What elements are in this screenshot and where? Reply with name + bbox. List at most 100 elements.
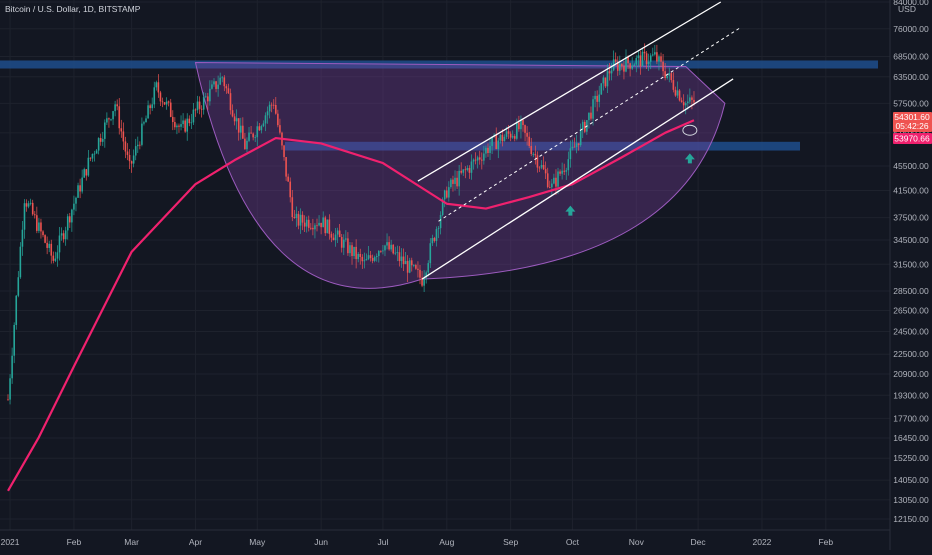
candle-body	[118, 106, 121, 129]
candle-body	[417, 268, 419, 270]
up-arrow-icon	[684, 153, 695, 164]
candle-body	[487, 147, 489, 154]
candle-body	[122, 131, 125, 142]
candle-body	[106, 118, 108, 123]
candle-body	[565, 170, 568, 172]
candle-body	[320, 222, 322, 228]
candle-body	[258, 126, 261, 131]
candle-body	[637, 55, 640, 58]
candle-body	[575, 143, 578, 148]
candle-body	[338, 230, 341, 238]
candle-body	[437, 228, 440, 230]
candle-body	[406, 260, 409, 273]
candle-body	[75, 197, 77, 204]
candle-body	[204, 96, 207, 98]
candle-body	[64, 230, 67, 240]
candle-body	[509, 133, 512, 138]
candle-body	[95, 150, 98, 154]
ma-badge: 53970.66	[893, 133, 932, 144]
time-axis[interactable]: 2021 Feb Mar Apr May Jun Jul Aug Sep Oct Nov Dec 202…	[0, 529, 890, 547]
price-axis[interactable]: 76000.00 68500.00 63500.00 57500.00 51500.00…	[889, 0, 929, 550]
candle-body	[126, 151, 129, 155]
candle-body	[145, 118, 147, 123]
candle-body	[380, 250, 382, 252]
candle-body	[40, 222, 42, 232]
candle-body	[470, 161, 473, 173]
candle-body	[340, 237, 343, 248]
candle-body	[441, 199, 444, 215]
candle-body	[211, 84, 213, 89]
time-tick-label: Jul	[377, 537, 388, 547]
candle-body	[602, 77, 605, 84]
price-tick-label: 19300.00	[893, 390, 929, 400]
candle-body	[227, 88, 230, 94]
candle-body	[283, 145, 285, 158]
candle-body	[448, 187, 450, 198]
candle-body	[654, 52, 656, 55]
candle-body	[248, 132, 250, 141]
candle-body	[353, 246, 355, 257]
candle-body	[132, 155, 135, 164]
candle-body	[322, 217, 324, 228]
candle-body	[392, 244, 395, 254]
candle-body	[250, 132, 252, 134]
symbol-title: Bitcoin / U.S. Dollar, 1D, BITSTAMP	[5, 4, 141, 14]
candle-body	[221, 77, 224, 79]
moving-average	[7, 119, 695, 492]
candle-body	[62, 233, 65, 240]
candle-body	[375, 256, 378, 258]
candle-body	[310, 227, 312, 229]
candle-body	[36, 215, 38, 231]
candle-body	[511, 136, 514, 138]
time-tick-label: Jun	[314, 537, 328, 547]
candle-body	[398, 252, 401, 262]
candle-body	[668, 73, 671, 76]
price-tick-label: 14050.00	[893, 475, 929, 485]
candle-body	[627, 56, 629, 64]
candle-body	[526, 132, 528, 137]
candle-body	[116, 104, 118, 107]
candle-body	[588, 112, 590, 121]
candle-body	[656, 52, 658, 62]
candle-body	[165, 101, 168, 105]
candle-body	[540, 164, 543, 168]
channel-lower-line[interactable]	[421, 78, 734, 280]
candle-body	[427, 263, 430, 273]
candle-body	[17, 277, 20, 296]
candle-body	[73, 203, 75, 210]
candle-body	[91, 154, 94, 159]
candle-body	[410, 260, 413, 266]
candle-body	[151, 104, 153, 109]
candle-body	[456, 177, 458, 187]
time-tick-label: Sep	[503, 537, 518, 547]
price-tick-label: 76000.00	[893, 24, 929, 34]
time-tick-label: Feb	[67, 537, 82, 547]
candle-body	[120, 128, 123, 132]
candle-body	[460, 170, 462, 173]
candle-body	[429, 243, 432, 264]
candle-body	[649, 55, 652, 62]
candle-body	[161, 101, 164, 103]
candle-body	[178, 125, 180, 127]
candle-body	[516, 122, 518, 139]
drawings[interactable]	[417, 1, 742, 280]
candle-body	[256, 126, 259, 138]
candle-body	[124, 141, 127, 152]
candle-body	[382, 250, 384, 252]
candle-body	[89, 157, 92, 159]
candle-body	[631, 65, 633, 69]
candle-body	[79, 185, 81, 192]
candle-body	[458, 170, 460, 187]
candle-body	[71, 209, 73, 223]
candle-body	[194, 109, 197, 111]
candle-body	[149, 105, 151, 109]
channel-upper-line[interactable]	[417, 1, 722, 182]
candle-body	[633, 64, 636, 66]
candle-body	[573, 146, 576, 148]
candles[interactable]	[7, 43, 695, 405]
candle-body	[23, 203, 26, 230]
candle-body	[58, 235, 61, 253]
candle-body	[254, 137, 256, 139]
